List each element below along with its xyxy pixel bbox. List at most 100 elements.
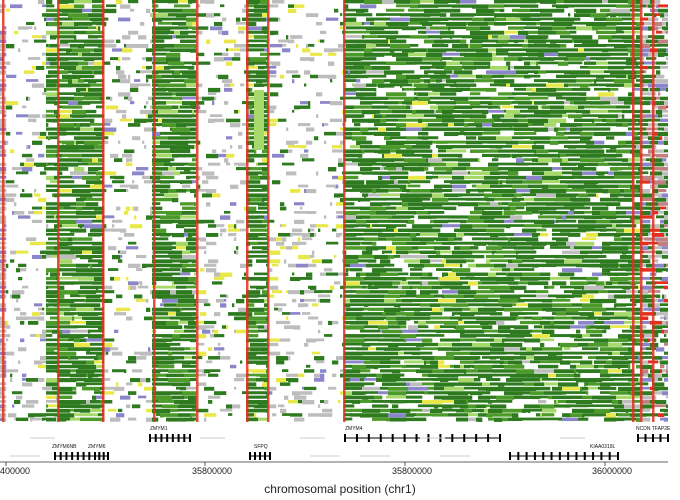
heatmap-cell [534,109,551,115]
heatmap-cell [152,211,167,214]
heatmap-cell [214,312,221,317]
heatmap-cell [362,241,373,245]
heatmap-cell [246,65,259,69]
heatmap-cell [430,360,433,365]
heatmap-cell [72,386,77,391]
heatmap-cell [504,211,515,216]
heatmap-cell [402,26,417,31]
heatmap-cell [602,48,609,53]
heatmap-cell [554,127,559,132]
heatmap-cell [406,189,411,193]
heatmap-cell [72,8,83,13]
heatmap-cell [40,338,47,342]
heatmap-cell [190,338,197,343]
heatmap-cell [526,21,537,26]
heatmap-cell [470,180,483,184]
heatmap-cell [346,307,349,312]
heatmap-cell [252,136,255,140]
heatmap-cell [542,114,563,118]
heatmap-cell [470,246,479,250]
heatmap-cell [654,175,659,179]
heatmap-cell [382,114,387,119]
heatmap-cell [530,136,551,140]
heatmap-cell [198,175,201,180]
heatmap-cell [204,413,217,417]
heatmap-cell [650,171,663,176]
heatmap-cell [524,158,533,161]
heatmap-cell [406,184,409,188]
heatmap-cell [492,369,505,373]
heatmap-cell [416,342,425,347]
heatmap-cell [528,408,531,414]
heatmap-cell [544,391,563,395]
heatmap-cell [442,35,451,38]
heatmap-cell [152,184,171,189]
heatmap-cell [454,228,459,233]
heatmap-cell [220,215,231,220]
heatmap-cell [152,74,163,79]
heatmap-cell [42,254,47,259]
heatmap-cell [632,87,641,91]
heatmap-cell [524,39,529,43]
heatmap-cell [450,13,471,17]
heatmap-cell [538,400,547,404]
heatmap-cell [514,105,529,109]
heatmap-cell [104,39,115,44]
heatmap-cell [380,272,399,276]
heatmap-cell [294,140,299,144]
heatmap-cell [562,114,569,117]
heatmap-cell [572,35,593,40]
heatmap-cell [88,263,91,267]
heatmap-cell [166,8,183,13]
heatmap-cell [438,404,443,408]
heatmap-cell [282,312,291,315]
heatmap-cell [188,0,193,4]
heatmap-cell [214,329,219,334]
heatmap-cell [540,342,545,348]
heatmap-cell [640,268,651,272]
heatmap-cell [58,413,69,418]
heatmap-cell [454,400,467,405]
heatmap-cell [664,52,668,57]
heatmap-cell [104,224,107,229]
heatmap-cell [644,356,653,359]
heatmap-cell [666,61,668,65]
heatmap-cell [608,171,615,175]
heatmap-cell [46,391,55,395]
heatmap-cell [402,87,405,91]
heatmap-cell [442,140,449,144]
heatmap-cell [568,114,583,119]
heatmap-cell [484,127,491,132]
heatmap-cell [366,219,379,224]
heatmap-cell [392,281,401,285]
heatmap-cell [146,114,149,118]
heatmap-cell [350,263,367,268]
heatmap-cell [120,184,131,188]
heatmap-cell [190,101,197,106]
heatmap-cell [0,294,3,299]
heatmap-cell [508,202,527,207]
heatmap-cell [434,211,445,214]
heatmap-cell [350,320,367,325]
heatmap-cell [466,140,483,145]
heatmap-cell [408,8,425,12]
heatmap-cell [124,211,129,215]
heatmap-cell [540,378,543,382]
heatmap-cell [430,96,451,100]
heatmap-cell [382,162,387,167]
heatmap-cell [388,180,395,185]
heatmap-cell [566,254,585,259]
heatmap-cell [452,184,467,189]
heatmap-cell [552,228,561,232]
heatmap-cell [38,153,45,158]
heatmap-cell [88,329,91,334]
heatmap-cell [446,21,467,27]
heatmap-cell [566,109,577,113]
heatmap-cell [328,61,335,66]
heatmap-cell [534,351,549,355]
heatmap-cell [640,162,653,167]
heatmap-cell [644,21,655,26]
heatmap-cell [554,369,575,373]
heatmap-cell [366,43,377,48]
heatmap-cell [428,206,445,210]
